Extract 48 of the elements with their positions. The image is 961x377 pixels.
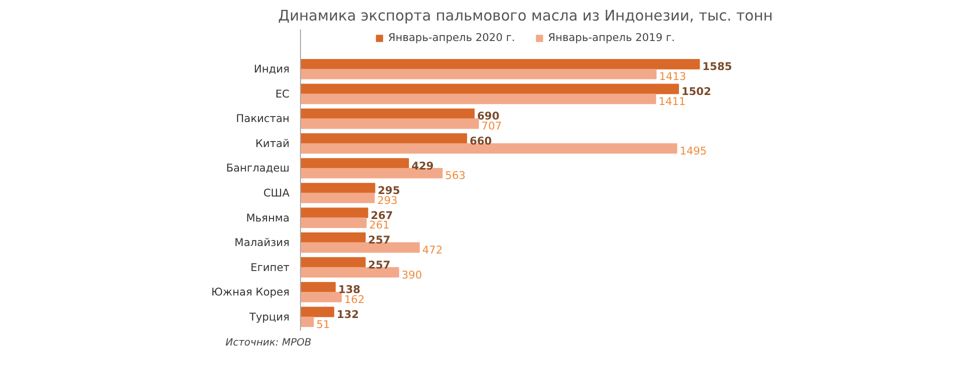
bar: [300, 306, 334, 318]
bar: [300, 94, 656, 104]
bar: [300, 316, 314, 328]
bar: [300, 182, 376, 194]
bar: [300, 108, 475, 119]
bar: [300, 257, 366, 268]
bar: [300, 118, 479, 129]
bar: [300, 208, 368, 218]
bar: [300, 143, 678, 154]
bar: [300, 58, 700, 70]
y-tick-label: Египет: [250, 260, 290, 274]
y-tick-label: Пакистан: [236, 112, 290, 126]
bar: [300, 242, 420, 253]
bar: [300, 158, 409, 168]
data-label: 390: [402, 268, 422, 282]
y-tick-label: ЕС: [275, 87, 290, 100]
legend-label: Январь-апрель 2019 г.: [548, 31, 675, 44]
data-label: 132: [336, 308, 359, 321]
chart-title: Динамика экспорта пальмового масла из Индонезии, тыс. тонн: [278, 8, 773, 24]
y-tick-label: Китай: [255, 136, 290, 150]
data-label: 1585: [702, 60, 732, 74]
y-tick-label: США: [263, 186, 290, 200]
data-label: 1413: [659, 70, 686, 84]
data-label: 563: [445, 169, 466, 182]
y-tick-label: Южная Корея: [211, 286, 290, 299]
y-tick-label: Бангладеш: [226, 162, 290, 175]
bar: [300, 133, 468, 144]
bar: [300, 84, 679, 94]
data-label: 1495: [680, 144, 707, 158]
data-label: 51: [316, 318, 330, 331]
bar: [300, 218, 367, 228]
data-label: 660: [470, 134, 492, 148]
data-label: 257: [368, 234, 390, 247]
text: Источник: MPOB: [226, 338, 312, 348]
data-label: 429: [411, 159, 434, 172]
data-label: 257: [368, 258, 390, 272]
legend-label: Январь-апрель 2020 г.: [388, 31, 515, 44]
bar: [300, 192, 375, 204]
y-tick-label: Турция: [248, 310, 290, 324]
bar: [300, 282, 336, 292]
y-tick-label: Малайзия: [234, 236, 290, 250]
bar: [300, 68, 657, 80]
y-tick-label: Индия: [254, 62, 290, 76]
data-label: 472: [422, 244, 443, 257]
bar: [300, 267, 400, 278]
bar: [300, 232, 366, 243]
bar: [300, 292, 342, 302]
y-tick-label: Мьянма: [246, 211, 290, 224]
